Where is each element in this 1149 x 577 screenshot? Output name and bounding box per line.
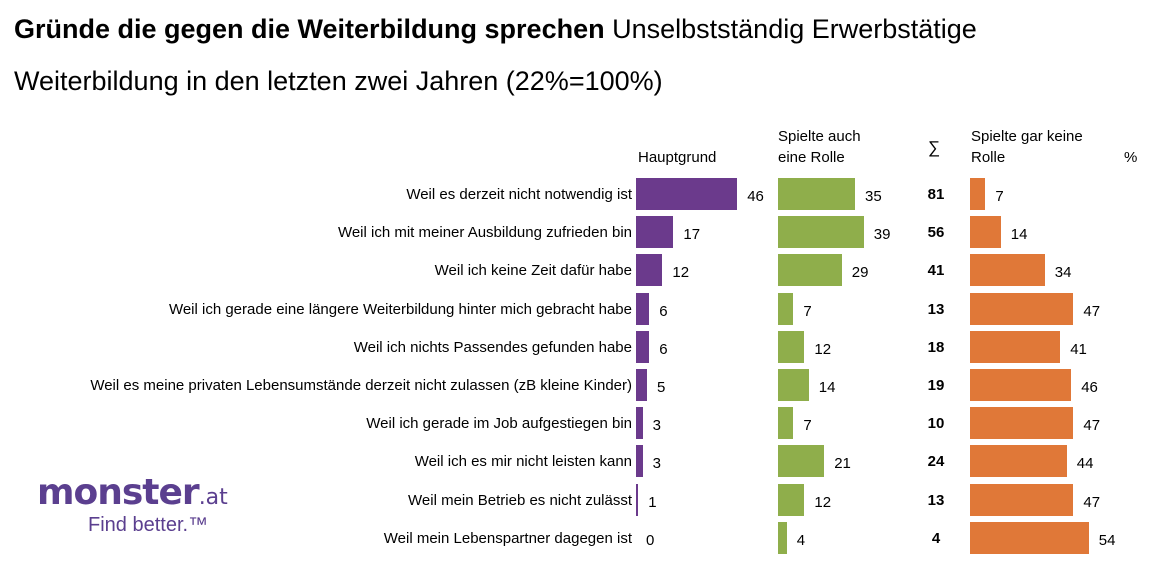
logo-tagline: Find better.™	[88, 514, 209, 536]
value-label-auch: 21	[834, 455, 851, 473]
bar-auch	[778, 178, 855, 210]
value-label-keine: 44	[1076, 455, 1094, 473]
title-bold: Gründe die gegen die Weiterbildung sprec…	[14, 14, 605, 44]
value-label-hauptgrund: 1	[648, 493, 657, 511]
value-label-hauptgrund: 6	[659, 340, 668, 358]
value-label-hauptgrund: 3	[652, 417, 661, 435]
bar-auch	[778, 445, 825, 478]
bar-keine	[970, 521, 1089, 554]
category-label: Weil ich mit meiner Ausbildung zufrieden…	[337, 224, 632, 242]
bar-keine	[970, 292, 1074, 325]
column-header-percent: %	[1124, 149, 1138, 166]
category-label: Weil es meine privaten Lebensumstände de…	[90, 377, 632, 394]
logo-word: monster	[37, 472, 200, 513]
value-label-auch: 7	[803, 302, 812, 320]
bar-keine	[970, 483, 1074, 516]
sum-value: 81	[927, 186, 945, 203]
title-rest: Unselbstständig Erwerbstätige	[612, 14, 977, 44]
value-label-hauptgrund: 0	[646, 531, 655, 549]
category-label: Weil ich keine Zeit dafür habe	[434, 262, 632, 280]
column-header-auch-line2: eine Rolle	[778, 149, 845, 166]
value-label-keine: 14	[1010, 226, 1028, 244]
value-label-keine: 46	[1081, 379, 1098, 396]
bar-auch	[778, 521, 787, 554]
column-header-auch: Spielte auch eine Rolle	[778, 126, 861, 168]
category-label: Weil ich gerade im Job aufgestiegen bin	[366, 415, 632, 433]
bar-auch	[778, 216, 864, 249]
value-label-keine: 47	[1083, 302, 1101, 320]
sum-value: 18	[927, 338, 945, 356]
column-header-sum: ∑	[928, 138, 941, 157]
sum-value: 13	[927, 491, 945, 509]
column-header-keine: Spielte gar keine Rolle	[971, 126, 1083, 168]
bar-keine	[970, 254, 1045, 287]
sum-value: 24	[927, 453, 945, 471]
category-label: Weil mein Lebenspartner dagegen ist	[383, 529, 632, 547]
bar-keine	[970, 445, 1067, 478]
column-header-hauptgrund: Hauptgrund	[638, 149, 717, 166]
value-label-hauptgrund: 12	[672, 264, 690, 282]
column-header-keine-line2: Rolle	[971, 149, 1006, 166]
column-header-keine-line1: Spielte gar keine	[971, 128, 1083, 145]
value-label-hauptgrund: 6	[659, 302, 668, 320]
value-label-keine: 47	[1083, 417, 1101, 435]
bar-auch	[778, 330, 805, 363]
category-label: Weil ich es mir nicht leisten kann	[414, 453, 632, 471]
value-label-auch: 12	[814, 493, 832, 511]
sum-value: 56	[927, 224, 945, 242]
bar-hauptgrund	[636, 216, 674, 249]
value-label-hauptgrund: 3	[652, 455, 661, 473]
sum-value: 4	[931, 529, 941, 547]
bar-auch	[778, 407, 794, 440]
chart-title: Gründe die gegen die Weiterbildung sprec…	[14, 14, 977, 45]
value-label-keine: 7	[995, 188, 1004, 205]
bar-hauptgrund	[636, 407, 643, 440]
sum-value: 19	[927, 377, 945, 394]
bar-hauptgrund	[636, 254, 663, 287]
value-label-keine: 47	[1083, 493, 1101, 511]
value-label-keine: 41	[1070, 340, 1087, 358]
value-label-auch: 35	[865, 188, 882, 205]
bar-keine	[970, 216, 1001, 249]
category-label: Weil ich gerade eine längere Weiterbildu…	[168, 300, 632, 318]
logo-tld: .at	[198, 485, 228, 510]
value-label-hauptgrund: 5	[657, 379, 666, 396]
value-label-hauptgrund: 17	[683, 226, 701, 244]
value-label-hauptgrund: 46	[747, 188, 764, 205]
category-label: Weil es derzeit nicht notwendig ist	[406, 186, 632, 203]
chart-subtitle: Weiterbildung in den letzten zwei Jahren…	[14, 66, 663, 96]
value-label-auch: 12	[814, 340, 832, 358]
bar-hauptgrund	[636, 330, 650, 363]
value-label-auch: 4	[796, 531, 806, 549]
value-label-auch: 39	[873, 226, 891, 244]
bar-keine	[970, 407, 1074, 440]
value-label-keine: 34	[1054, 264, 1072, 282]
bar-keine	[970, 330, 1061, 363]
bar-auch	[778, 292, 794, 325]
bar-auch	[778, 254, 842, 287]
monster-logo: monster.at	[37, 472, 228, 513]
value-label-keine: 54	[1098, 531, 1116, 549]
sum-value: 41	[927, 262, 945, 280]
category-label: Weil ich nichts Passendes gefunden habe	[353, 338, 632, 356]
sum-value: 13	[927, 300, 945, 318]
column-header-auch-line1: Spielte auch	[778, 128, 861, 145]
category-label: Weil mein Betrieb es nicht zulässt	[408, 491, 632, 509]
bar-hauptgrund	[636, 292, 650, 325]
bar-auch	[778, 369, 809, 401]
bar-hauptgrund	[636, 178, 738, 210]
sum-value: 10	[927, 415, 945, 433]
bar-hauptgrund	[636, 369, 647, 401]
bar-hauptgrund	[636, 483, 639, 516]
value-label-auch: 14	[818, 379, 836, 396]
bar-keine	[970, 178, 986, 210]
bar-auch	[778, 483, 805, 516]
value-label-auch: 29	[851, 264, 869, 282]
bar-hauptgrund	[636, 445, 643, 478]
bar-keine	[970, 369, 1072, 401]
value-label-auch: 7	[803, 417, 812, 435]
